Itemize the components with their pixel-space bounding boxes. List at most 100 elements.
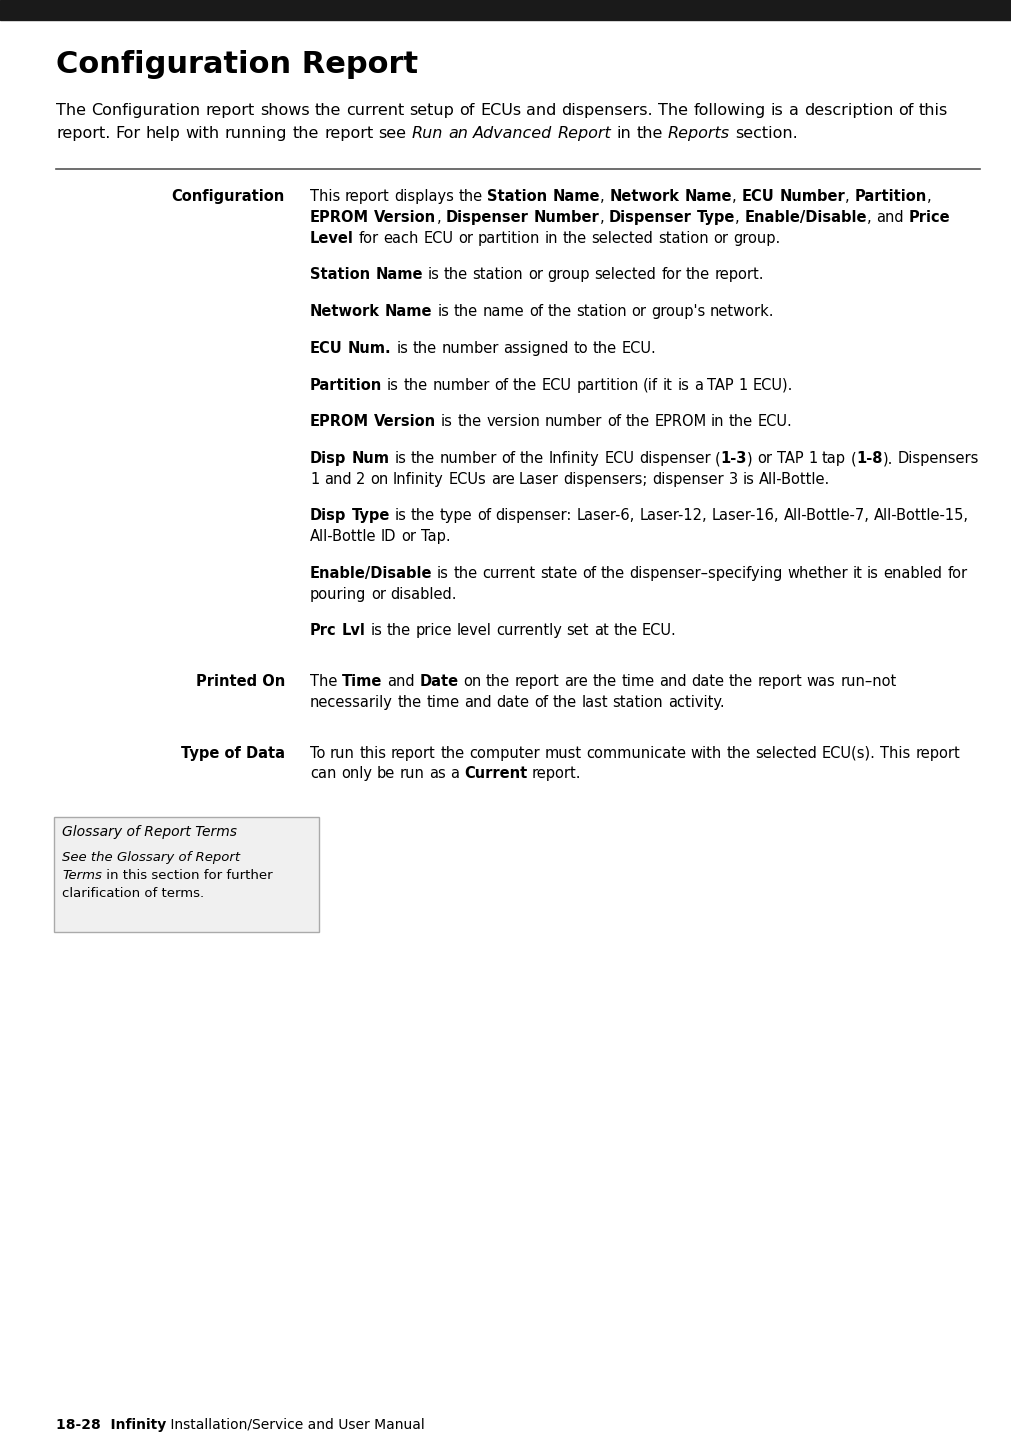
Text: current: current [482, 565, 535, 581]
Text: with: with [186, 126, 219, 140]
Text: the: the [591, 674, 616, 690]
Text: Num: Num [351, 451, 389, 466]
Text: All-Bottle-15,: All-Bottle-15, [874, 509, 969, 523]
Text: pouring: pouring [309, 587, 366, 602]
Text: group: group [547, 268, 589, 282]
Text: Configuration Report: Configuration Report [56, 51, 418, 80]
Text: are: are [563, 674, 587, 690]
Text: run: run [330, 746, 355, 761]
Text: see: see [378, 126, 406, 140]
Text: of: of [493, 377, 508, 392]
Text: EPROM: EPROM [653, 414, 706, 429]
Text: and: and [463, 696, 491, 710]
Text: and: and [658, 674, 685, 690]
Text: enabled: enabled [883, 565, 941, 581]
Text: version: version [485, 414, 540, 429]
Text: Report: Report [557, 126, 611, 140]
Text: dispensers;: dispensers; [563, 471, 647, 487]
Text: the: the [397, 696, 422, 710]
Text: Run: Run [411, 126, 443, 140]
Text: of: of [500, 451, 515, 466]
Text: ECUs: ECUs [448, 471, 485, 487]
Text: Name: Name [385, 304, 432, 320]
Text: report: report [345, 189, 389, 204]
Text: This: This [309, 189, 340, 204]
Text: ECU.: ECU. [641, 623, 676, 638]
Text: station: station [575, 304, 626, 320]
Text: ): ) [746, 451, 752, 466]
Text: Type: Type [351, 509, 389, 523]
Text: Infinity: Infinity [392, 471, 443, 487]
Text: the: the [636, 126, 662, 140]
Text: be: be [376, 766, 394, 781]
Text: Laser-16,: Laser-16, [711, 509, 778, 523]
Text: Advanced: Advanced [473, 126, 552, 140]
Text: the: the [440, 746, 464, 761]
Text: Configuration: Configuration [91, 103, 200, 117]
Text: or: or [631, 304, 646, 320]
Text: ,: , [436, 210, 441, 224]
Text: See the: See the [62, 850, 116, 863]
Text: This: This [880, 746, 910, 761]
Text: ECU: ECU [541, 377, 571, 392]
Text: Laser-12,: Laser-12, [639, 509, 707, 523]
Text: All-Bottle: All-Bottle [309, 529, 376, 544]
Text: for: for [358, 230, 378, 246]
Text: is: is [441, 414, 453, 429]
Text: level: level [456, 623, 491, 638]
Text: 3: 3 [728, 471, 737, 487]
Text: running: running [224, 126, 287, 140]
Text: Price: Price [907, 210, 949, 224]
Text: is: is [866, 565, 879, 581]
Text: help: help [146, 126, 180, 140]
Text: report: report [205, 103, 255, 117]
Text: ECU: ECU [423, 230, 453, 246]
Text: is: is [393, 451, 405, 466]
Text: the: the [453, 304, 477, 320]
Text: was: was [806, 674, 835, 690]
Text: is: is [394, 509, 406, 523]
Text: dispenser: dispenser [652, 471, 724, 487]
Text: communicate: communicate [585, 746, 685, 761]
Text: is: is [742, 471, 754, 487]
Text: 1-3: 1-3 [720, 451, 746, 466]
Text: in this section for further: in this section for further [102, 869, 272, 882]
Text: in: in [710, 414, 724, 429]
Text: Enable/Disable: Enable/Disable [309, 565, 432, 581]
Text: the: the [444, 268, 467, 282]
Text: time: time [621, 674, 653, 690]
Text: it: it [852, 565, 861, 581]
Text: TAP: TAP [776, 451, 803, 466]
Text: tap: tap [821, 451, 845, 466]
Text: ,: , [865, 210, 870, 224]
Text: the: the [728, 674, 752, 690]
Text: or: or [371, 587, 385, 602]
Text: 18-28  Infinity: 18-28 Infinity [56, 1419, 166, 1432]
Text: Level: Level [309, 230, 354, 246]
Text: the: the [513, 377, 537, 392]
Text: dispensers.: dispensers. [561, 103, 653, 117]
Text: ECU: ECU [604, 451, 634, 466]
Text: or: or [400, 529, 416, 544]
Text: Tap.: Tap. [421, 529, 450, 544]
Text: Partition: Partition [853, 189, 926, 204]
Text: (: ( [850, 451, 855, 466]
Text: is: is [386, 377, 398, 392]
FancyBboxPatch shape [54, 817, 318, 931]
Text: selected: selected [590, 230, 653, 246]
Text: a: a [694, 377, 702, 392]
Text: Network: Network [609, 189, 678, 204]
Text: the: the [562, 230, 586, 246]
Text: Current: Current [463, 766, 527, 781]
Text: For: For [115, 126, 141, 140]
Text: report.: report. [56, 126, 110, 140]
Text: last: last [580, 696, 608, 710]
Text: each: each [383, 230, 419, 246]
Text: are: are [490, 471, 514, 487]
Text: report.: report. [714, 268, 763, 282]
Text: the: the [552, 696, 576, 710]
Text: the: the [453, 565, 477, 581]
Text: selected: selected [755, 746, 817, 761]
Text: to: to [573, 341, 587, 356]
Text: (if: (if [642, 377, 657, 392]
